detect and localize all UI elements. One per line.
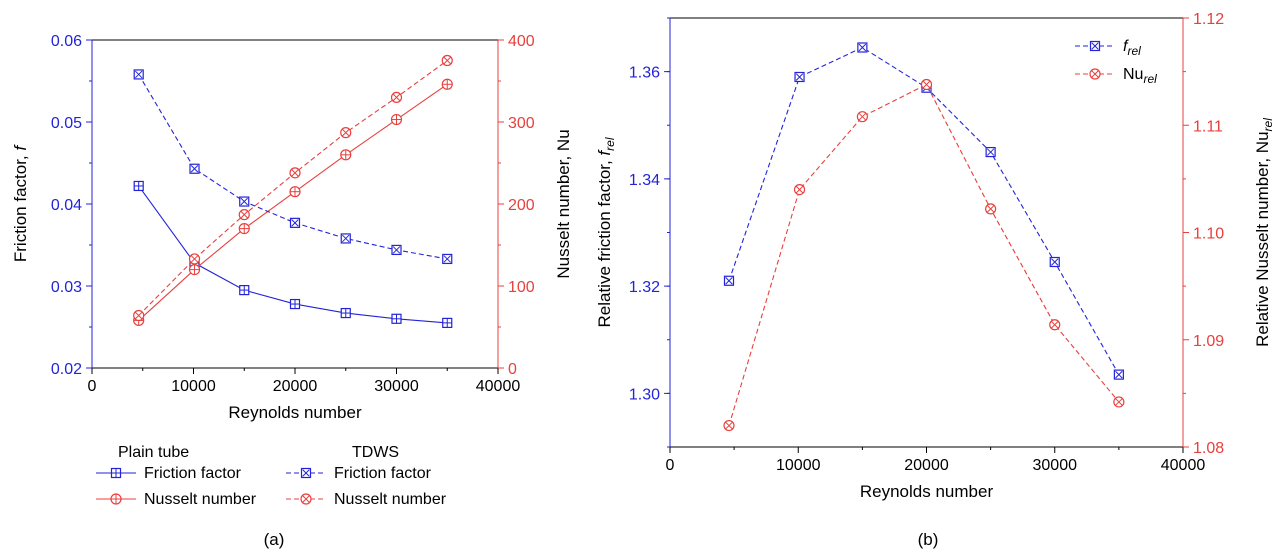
x-tick-label: 10000 — [171, 378, 216, 395]
series-tdws-nusselt-number-point-glyph — [342, 128, 350, 137]
y-tick-label: 1.32 — [629, 279, 660, 296]
y2-tick-label: 300 — [508, 115, 535, 132]
series-f-point-glyph — [725, 277, 733, 285]
x-tick-label: 10000 — [776, 457, 821, 474]
legend-label: Nurel — [1123, 66, 1157, 86]
y2-tick-label: 100 — [508, 279, 535, 296]
legend-label: frel — [1123, 38, 1141, 58]
series-tdws-nusselt-number-point-glyph — [240, 210, 248, 219]
series-f-point-glyph — [1051, 258, 1059, 266]
x-tick-label: 40000 — [476, 378, 521, 395]
y2-tick-label: 1.10 — [1193, 226, 1224, 243]
series-nu-point-glyph — [795, 185, 804, 194]
y2-axis-label: Relative Nusselt number, Nurel — [1253, 118, 1275, 347]
series-tdws-nusselt-number-point-glyph — [291, 169, 299, 177]
x-tick-label: 30000 — [374, 378, 419, 395]
y2-axis-label: Nusselt number, Nu — [554, 129, 573, 278]
panel-label-b: (b) — [918, 530, 939, 549]
series-f-line — [728, 46, 1120, 375]
y-tick-label: 0.02 — [51, 361, 82, 378]
legend-label: Nusselt number — [144, 491, 257, 508]
x-tick-label: 30000 — [1033, 457, 1078, 474]
y2-tick-label: 400 — [508, 33, 535, 50]
y2-tick-label: 1.11 — [1193, 118, 1223, 135]
legend-a: Plain tube TDWS Friction factor Nusselt num… — [96, 444, 447, 549]
y-tick-label: 1.30 — [629, 386, 660, 403]
x-tick-label: 0 — [666, 457, 675, 474]
series-tdws-friction-factor-point-glyph — [190, 165, 199, 173]
series-f-point-glyph — [1115, 370, 1123, 379]
y-axis-label: Friction factor, f — [11, 144, 30, 262]
legend-label: Friction factor — [334, 465, 432, 482]
x-tick-label: 40000 — [1161, 457, 1206, 474]
legend-label: Nusselt number — [334, 491, 447, 508]
y2-tick-label: 200 — [508, 197, 535, 214]
series-nu-point-glyph — [858, 112, 867, 121]
series-tdws-friction-factor-point-glyph — [342, 234, 350, 243]
y-tick-label: 1.36 — [629, 65, 660, 82]
series-nu-point-glyph — [1115, 398, 1123, 406]
y2-tick-label: 0 — [508, 361, 517, 378]
series-tdws-friction-factor-point-glyph — [291, 219, 299, 227]
legend-group-title: Plain tube — [118, 444, 189, 461]
y2-tick-label: 1.12 — [1193, 11, 1224, 28]
y-axis-label: Relative friction factor, frel — [595, 137, 617, 327]
legend-marker-glyph — [302, 469, 310, 477]
y-tick-label: 0.06 — [51, 33, 82, 50]
x-tick-label: 0 — [88, 378, 97, 395]
series-tdws-friction-factor-point-glyph — [240, 197, 248, 206]
x-tick-label: 20000 — [273, 378, 318, 395]
series-tdws-nusselt-number-point-glyph — [190, 255, 199, 263]
legend-marker-glyph — [1091, 42, 1099, 50]
chart-panel-b: 0 10000 20000 30000 40000 1.30 1.32 1.34 1.36 1.0… — [595, 11, 1275, 501]
legend-b: frel Nurel (b) — [918, 38, 1158, 549]
series-tdws-nusselt-number-point-glyph — [443, 56, 451, 65]
series-nu-point-glyph — [1051, 321, 1059, 329]
panel-label-a: (a) — [264, 530, 285, 549]
series-nu-point-glyph — [922, 80, 931, 89]
series-nu-point-glyph — [725, 421, 733, 430]
series-tdws-friction-factor-line — [138, 74, 448, 260]
legend-label: Friction factor — [144, 465, 242, 482]
y-tick-label: 0.03 — [51, 279, 82, 296]
y2-tick-label: 1.08 — [1193, 440, 1224, 457]
legend-group-title: TDWS — [352, 444, 399, 461]
series-tdws-friction-factor-point-glyph — [392, 246, 401, 254]
series-tdws-friction-factor-point-glyph — [443, 255, 451, 263]
series-tdws-nusselt-number-point-glyph — [134, 311, 143, 320]
x-axis-label: Reynolds number — [228, 403, 362, 422]
y-tick-label: 0.05 — [51, 115, 82, 132]
y-tick-label: 0.04 — [51, 197, 82, 214]
x-axis-label: Reynolds number — [860, 482, 994, 501]
y-tick-label: 1.34 — [629, 172, 660, 189]
series-nu-point-glyph — [986, 205, 995, 213]
legend-marker-glyph — [302, 495, 310, 503]
series-f-point-glyph — [795, 73, 804, 81]
x-tick-label: 20000 — [904, 457, 949, 474]
y2-tick-label: 1.09 — [1193, 333, 1224, 350]
series-f-point-glyph — [986, 148, 995, 156]
series-nu-line — [728, 83, 1120, 426]
series-f-point-glyph — [858, 43, 867, 52]
series-tdws-nusselt-number-point-glyph — [392, 93, 401, 102]
legend-marker-glyph — [1091, 70, 1099, 78]
series-tdws-friction-factor-point-glyph — [134, 70, 143, 79]
chart-panel-a: 0 10000 20000 30000 40000 0.02 0.03 0.04 0.05 0.0… — [11, 33, 573, 422]
